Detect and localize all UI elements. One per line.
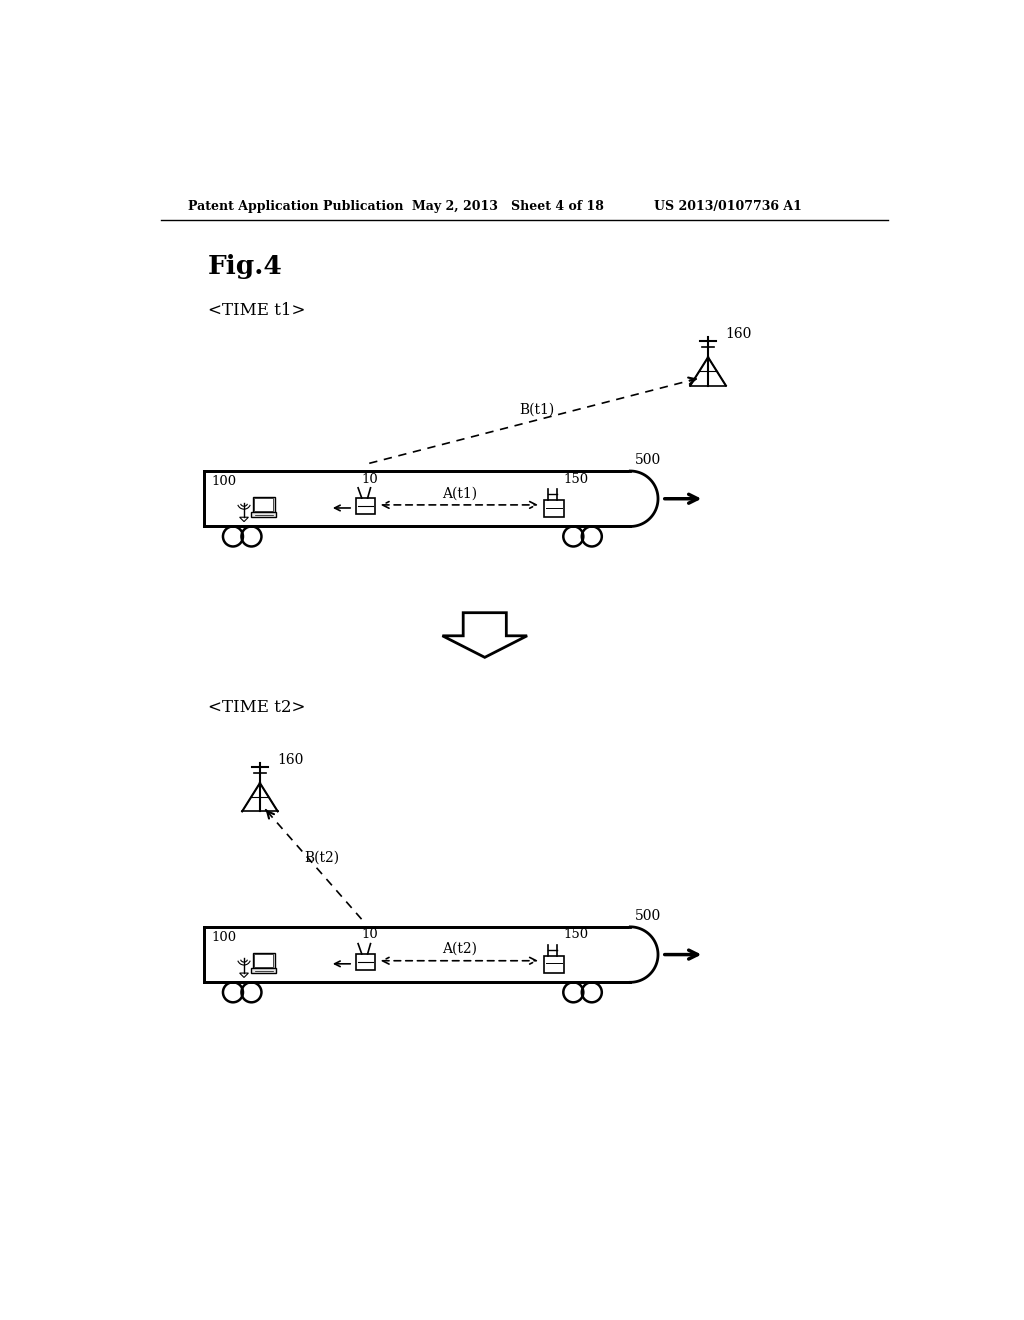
Polygon shape bbox=[240, 517, 249, 521]
Text: Patent Application Publication: Patent Application Publication bbox=[188, 201, 403, 214]
Text: <TIME t2>: <TIME t2> bbox=[208, 698, 305, 715]
Text: A(t1): A(t1) bbox=[442, 486, 477, 500]
Bar bbox=[251, 968, 276, 973]
Polygon shape bbox=[631, 927, 658, 982]
Bar bbox=[356, 954, 375, 970]
Bar bbox=[253, 496, 274, 513]
Text: May 2, 2013   Sheet 4 of 18: May 2, 2013 Sheet 4 of 18 bbox=[412, 201, 603, 214]
Bar bbox=[356, 498, 375, 515]
Text: <TIME t1>: <TIME t1> bbox=[208, 302, 305, 319]
Text: 10: 10 bbox=[361, 473, 378, 486]
Text: A(t2): A(t2) bbox=[442, 942, 477, 956]
Bar bbox=[544, 956, 564, 973]
Text: 150: 150 bbox=[563, 928, 589, 941]
Polygon shape bbox=[240, 973, 249, 977]
Bar bbox=[254, 954, 273, 968]
Text: 500: 500 bbox=[635, 453, 662, 467]
Bar bbox=[254, 498, 273, 511]
Text: 500: 500 bbox=[635, 909, 662, 923]
Text: B(t2): B(t2) bbox=[304, 850, 339, 865]
Bar bbox=[253, 953, 274, 969]
Polygon shape bbox=[442, 612, 527, 657]
Text: 160: 160 bbox=[725, 327, 752, 341]
Text: US 2013/0107736 A1: US 2013/0107736 A1 bbox=[654, 201, 802, 214]
Text: B(t1): B(t1) bbox=[519, 403, 555, 417]
Bar bbox=[251, 512, 276, 517]
Bar bbox=[204, 927, 631, 982]
Bar bbox=[544, 500, 564, 517]
Polygon shape bbox=[631, 471, 658, 527]
Bar bbox=[204, 471, 631, 527]
Text: 150: 150 bbox=[563, 473, 589, 486]
Text: 160: 160 bbox=[276, 752, 303, 767]
Text: 10: 10 bbox=[361, 928, 378, 941]
Text: 100: 100 bbox=[211, 931, 237, 944]
Text: Fig.4: Fig.4 bbox=[208, 253, 283, 279]
Text: 100: 100 bbox=[211, 475, 237, 488]
